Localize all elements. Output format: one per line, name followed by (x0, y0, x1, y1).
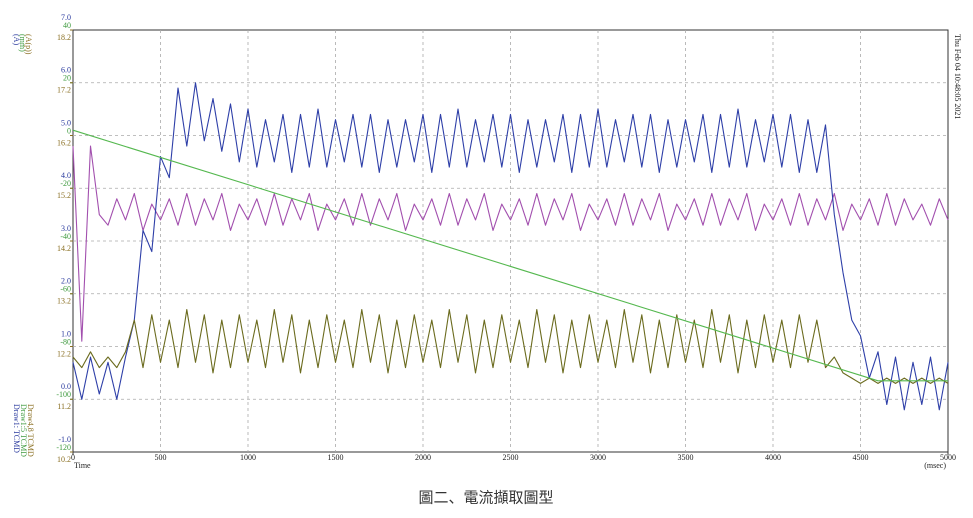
series-line (72, 82, 949, 411)
x-tick-label: 5000 (940, 453, 956, 462)
y-tick-label: -120 (56, 443, 71, 452)
x-tick-label: 1000 (240, 453, 256, 462)
channel-label: Draw4,8 TCMD (26, 404, 35, 457)
x-tick-label: 4500 (853, 453, 869, 462)
y-tick-label: 17.2 (57, 86, 71, 95)
axis-unit: (A) (12, 34, 21, 45)
y-tick-label: 3.0 (61, 224, 71, 233)
x-tick-label: 2500 (503, 453, 519, 462)
y-tick-label: 40 (63, 21, 71, 30)
y-tick-label: 6.0 (61, 66, 71, 75)
y-tick-label: 1.0 (61, 329, 71, 338)
y-tick-label: 5.0 (61, 118, 71, 127)
y-tick-label: 10.2 (57, 455, 71, 464)
y-tick-label: 16.2 (57, 138, 71, 147)
caption: 圖二、電流擷取圖型 (418, 489, 553, 507)
axis-unit: (A(p)) (24, 34, 33, 55)
y-tick-label: 2.0 (61, 277, 71, 286)
y-tick-label: -80 (60, 337, 71, 346)
y-tick-label: 13.2 (57, 297, 71, 306)
y-tick-label: -100 (56, 390, 71, 399)
channel-label: Draw1:5 TCMD (19, 404, 28, 457)
timestamp: Thu Feb 04 10:48:05 2021 (953, 34, 962, 119)
y-tick-label: -1.0 (58, 435, 71, 444)
y-tick-label: 4.0 (61, 171, 71, 180)
axis-unit: (mm) (18, 34, 27, 52)
x-tick-label: 3500 (678, 453, 694, 462)
y-tick-label: 14.2 (57, 244, 71, 253)
y-tick-label: 11.2 (57, 402, 71, 411)
y-tick-label: -20 (60, 179, 71, 188)
x-tick-label: 2000 (415, 453, 431, 462)
x-tick-label: 4000 (765, 453, 781, 462)
y-tick-label: -60 (60, 285, 71, 294)
x-axis-label: Time (74, 461, 91, 470)
y-tick-label: 20 (63, 74, 71, 83)
channel-label: Draw1: TCMD (12, 404, 21, 453)
y-tick-label: 0 (67, 126, 71, 135)
y-tick-label: 18.2 (57, 33, 71, 42)
y-tick-label: 0.0 (61, 382, 71, 391)
series-line (72, 309, 949, 384)
x-tick-label: 500 (155, 453, 167, 462)
x-tick-label: 0 (71, 453, 75, 462)
x-tick-label: 1500 (328, 453, 344, 462)
series-line (72, 145, 949, 342)
x-unit: (msec) (924, 461, 946, 470)
y-tick-label: -40 (60, 232, 71, 241)
y-tick-label: 12.2 (57, 349, 71, 358)
series-line (72, 129, 948, 382)
y-tick-label: 15.2 (57, 191, 71, 200)
x-tick-label: 3000 (590, 453, 606, 462)
y-tick-label: 7.0 (61, 13, 71, 22)
